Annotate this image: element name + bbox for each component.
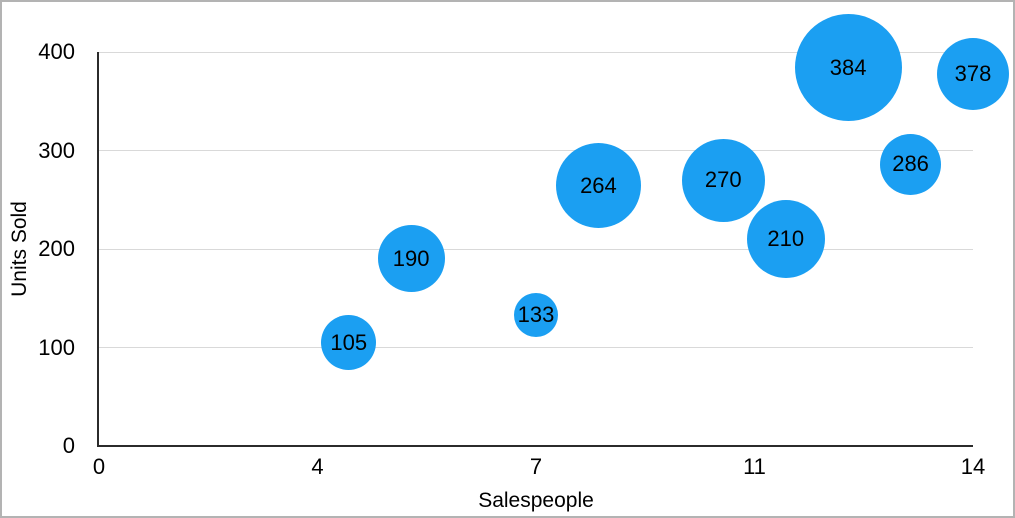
bubble-264[interactable]: 264	[555, 143, 641, 229]
x-tick-label: 0	[92, 454, 106, 479]
y-tick-label: 400	[38, 39, 75, 64]
y-axis-line	[97, 52, 99, 447]
y-gridline	[99, 51, 973, 53]
bubble-384[interactable]: 384	[794, 14, 902, 122]
y-gridline	[99, 248, 973, 250]
bubble-210[interactable]: 210	[746, 200, 825, 279]
x-axis-title: Salespeople	[478, 489, 594, 512]
bubble-286[interactable]: 286	[880, 133, 942, 195]
x-axis-line	[97, 445, 973, 447]
bubble-190[interactable]: 190	[377, 225, 445, 293]
bubble-value-label: 210	[767, 226, 805, 252]
x-tick-label: 4	[311, 454, 324, 479]
bubble-value-label: 264	[580, 172, 617, 198]
bubble-value-label: 270	[704, 167, 742, 193]
bubble-133[interactable]: 133	[514, 292, 558, 337]
bubble-value-label: 190	[392, 245, 430, 271]
y-tick-label: 100	[38, 334, 75, 360]
x-tick-label: 11	[743, 454, 766, 479]
x-tick-label: 14	[960, 454, 986, 479]
y-tick-label: 300	[38, 137, 75, 163]
bubble-value-label: 105	[330, 329, 368, 355]
x-tick-label: 7	[529, 454, 543, 479]
bubble-105[interactable]: 105	[321, 315, 377, 371]
y-gridline	[99, 347, 973, 348]
bubble-value-label: 378	[954, 60, 992, 86]
bubble-270[interactable]: 270	[681, 138, 765, 222]
y-gridline	[99, 150, 973, 151]
bubble-value-label: 384	[829, 54, 867, 80]
bubble-378[interactable]: 378	[937, 37, 1009, 110]
bubble-value-label: 286	[892, 151, 929, 177]
y-tick-label: 200	[38, 236, 75, 261]
bubble-value-label: 133	[517, 301, 555, 327]
y-tick-label: 0	[62, 433, 75, 458]
